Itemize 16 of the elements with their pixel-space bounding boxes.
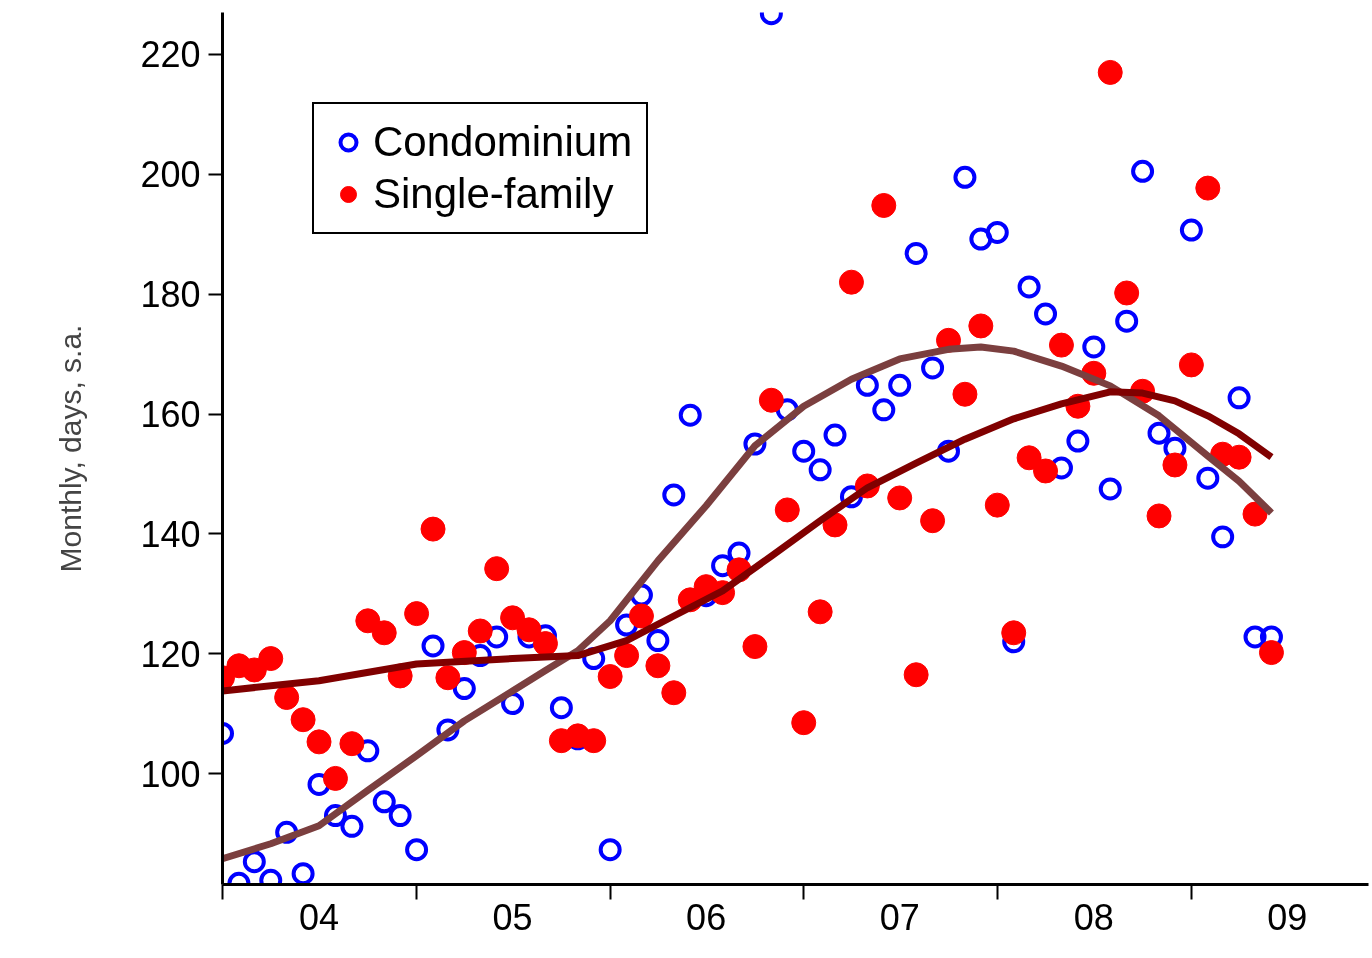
y-tick-label: 220 — [140, 34, 201, 76]
y-tick-label: 160 — [140, 394, 201, 436]
y-tick-label: 100 — [140, 753, 201, 795]
x-tick-label: 07 — [879, 896, 920, 938]
legend-label: Single-family — [373, 170, 614, 218]
legend-label: Condominium — [373, 118, 633, 166]
y-tick-label: 200 — [140, 154, 201, 196]
x-tick-label: 04 — [298, 896, 340, 938]
y-axis-title: Monthly, days, s.a. — [54, 324, 88, 573]
x-tick-label: 09 — [1267, 896, 1308, 938]
y-tick-label: 180 — [140, 274, 201, 316]
y-tick-label: 140 — [140, 513, 201, 555]
x-tick-label: 06 — [686, 896, 727, 938]
x-tick-label: 05 — [492, 896, 533, 938]
y-tick-label: 120 — [140, 633, 201, 675]
x-tick-label: 08 — [1073, 896, 1114, 938]
